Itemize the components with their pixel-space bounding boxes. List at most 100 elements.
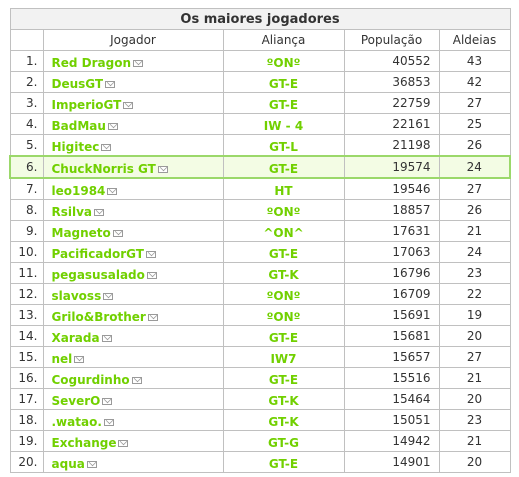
- player-cell: PacificadorGT: [42, 241, 224, 263]
- envelope-icon[interactable]: [74, 355, 85, 363]
- alliance-cell: ºONº: [222, 199, 345, 221]
- envelope-icon[interactable]: [107, 122, 118, 130]
- alliance-cell: GT-E: [222, 451, 345, 473]
- alliance-link[interactable]: GT-E: [268, 76, 299, 91]
- ranking-table: Os maiores jogadores Jogador Aliança Pop…: [9, 8, 512, 473]
- player-link[interactable]: ImperioGT: [51, 97, 122, 112]
- player-link[interactable]: Magneto: [51, 225, 111, 240]
- player-cell: Grilo&Brother: [42, 304, 224, 326]
- alliance-link[interactable]: GT-K: [268, 393, 299, 408]
- envelope-icon[interactable]: [147, 313, 158, 321]
- player-link[interactable]: Exchange: [51, 435, 117, 450]
- player-link[interactable]: BadMau: [51, 118, 106, 133]
- rank-cell: 18.: [9, 409, 44, 431]
- player-link[interactable]: SeverO: [51, 393, 101, 408]
- envelope-icon[interactable]: [145, 250, 156, 258]
- villages-cell: 25: [438, 113, 511, 135]
- player-cell: aqua: [42, 451, 224, 473]
- alliance-link[interactable]: ^ON^: [263, 225, 304, 240]
- population-cell: 36853: [343, 71, 440, 93]
- player-link[interactable]: slavoss: [51, 288, 102, 303]
- player-link[interactable]: Cogurdinho: [51, 372, 130, 387]
- villages-cell: 24: [438, 241, 511, 263]
- alliance-link[interactable]: GT-E: [268, 456, 299, 471]
- envelope-icon[interactable]: [123, 101, 134, 109]
- player-link[interactable]: ChuckNorris GT: [51, 161, 156, 176]
- alliance-link[interactable]: GT-K: [268, 414, 299, 429]
- player-cell: leo1984: [42, 177, 224, 200]
- villages-cell: 27: [438, 346, 511, 368]
- player-cell: Higitec: [42, 134, 224, 157]
- envelope-icon[interactable]: [105, 80, 116, 88]
- rank-cell: 19.: [9, 430, 44, 452]
- alliance-link[interactable]: GT-E: [268, 246, 299, 261]
- table-row: 13. Grilo&Brother ºONº 15691 19: [9, 304, 511, 326]
- player-link[interactable]: Higitec: [51, 139, 100, 154]
- alliance-link[interactable]: GT-E: [268, 97, 299, 112]
- table-row: 3. ImperioGT GT-E 22759 27: [9, 92, 511, 114]
- table-title: Os maiores jogadores: [9, 8, 511, 30]
- player-link[interactable]: nel: [51, 351, 73, 366]
- alliance-link[interactable]: IW - 4: [263, 118, 304, 133]
- player-link[interactable]: leo1984: [51, 183, 106, 198]
- rank-cell: 15.: [9, 346, 44, 368]
- alliance-link[interactable]: ºONº: [266, 55, 301, 70]
- player-link[interactable]: Red Dragon: [51, 55, 132, 70]
- envelope-icon[interactable]: [101, 334, 112, 342]
- villages-cell: 27: [438, 92, 511, 114]
- alliance-link[interactable]: GT-K: [268, 267, 299, 282]
- villages-cell: 20: [438, 451, 511, 473]
- envelope-icon[interactable]: [101, 143, 112, 151]
- player-link[interactable]: DeusGT: [51, 76, 104, 91]
- alliance-cell: GT-E: [222, 367, 345, 389]
- envelope-icon[interactable]: [133, 59, 143, 67]
- alliance-link[interactable]: GT-G: [268, 435, 299, 450]
- alliance-link[interactable]: GT-L: [269, 139, 298, 154]
- villages-cell: 20: [438, 388, 511, 410]
- table-row: 14. Xarada GT-E 15681 20: [9, 325, 511, 347]
- population-cell: 18857: [343, 199, 440, 221]
- alliance-link[interactable]: GT-E: [268, 161, 299, 176]
- alliance-link[interactable]: ºONº: [266, 288, 301, 303]
- envelope-icon[interactable]: [102, 397, 113, 405]
- table-row: 16. Cogurdinho GT-E 15516 21: [9, 367, 511, 389]
- player-cell: ImperioGT: [42, 92, 224, 114]
- envelope-icon[interactable]: [103, 292, 114, 300]
- alliance-cell: GT-E: [222, 92, 345, 114]
- player-link[interactable]: .watao.: [51, 414, 102, 429]
- alliance-link[interactable]: GT-E: [268, 330, 299, 345]
- alliance-cell: GT-K: [222, 388, 345, 410]
- villages-cell: 27: [438, 177, 511, 200]
- alliance-link[interactable]: ºONº: [266, 309, 301, 324]
- player-cell: ChuckNorris GT: [42, 155, 224, 179]
- envelope-icon[interactable]: [94, 208, 105, 216]
- population-cell: 15691: [343, 304, 440, 326]
- envelope-icon[interactable]: [157, 165, 168, 173]
- envelope-icon[interactable]: [112, 229, 123, 237]
- alliance-cell: ºONº: [222, 283, 345, 305]
- player-link[interactable]: PacificadorGT: [51, 246, 144, 261]
- envelope-icon[interactable]: [86, 460, 97, 468]
- player-link[interactable]: aqua: [51, 456, 85, 471]
- alliance-link[interactable]: HT: [274, 183, 293, 198]
- player-link[interactable]: Grilo&Brother: [51, 309, 146, 324]
- alliance-link[interactable]: IW7: [270, 351, 297, 366]
- alliance-link[interactable]: ºONº: [266, 204, 301, 219]
- alliance-cell: GT-G: [222, 430, 345, 452]
- envelope-icon[interactable]: [146, 271, 157, 279]
- population-cell: 17063: [343, 241, 440, 263]
- villages-cell: 21: [438, 220, 511, 242]
- envelope-icon[interactable]: [103, 418, 114, 426]
- player-link[interactable]: Rsilva: [51, 204, 93, 219]
- envelope-icon[interactable]: [131, 376, 142, 384]
- envelope-icon[interactable]: [107, 187, 118, 195]
- envelope-icon[interactable]: [118, 439, 129, 447]
- alliance-cell: GT-E: [222, 71, 345, 93]
- rank-cell: 9.: [9, 220, 44, 242]
- villages-cell: 22: [438, 283, 511, 305]
- alliance-link[interactable]: GT-E: [268, 372, 299, 387]
- player-link[interactable]: pegasusalado: [51, 267, 145, 282]
- rank-cell: 12.: [9, 283, 44, 305]
- player-link[interactable]: Xarada: [51, 330, 100, 345]
- column-header-population: População: [343, 29, 440, 51]
